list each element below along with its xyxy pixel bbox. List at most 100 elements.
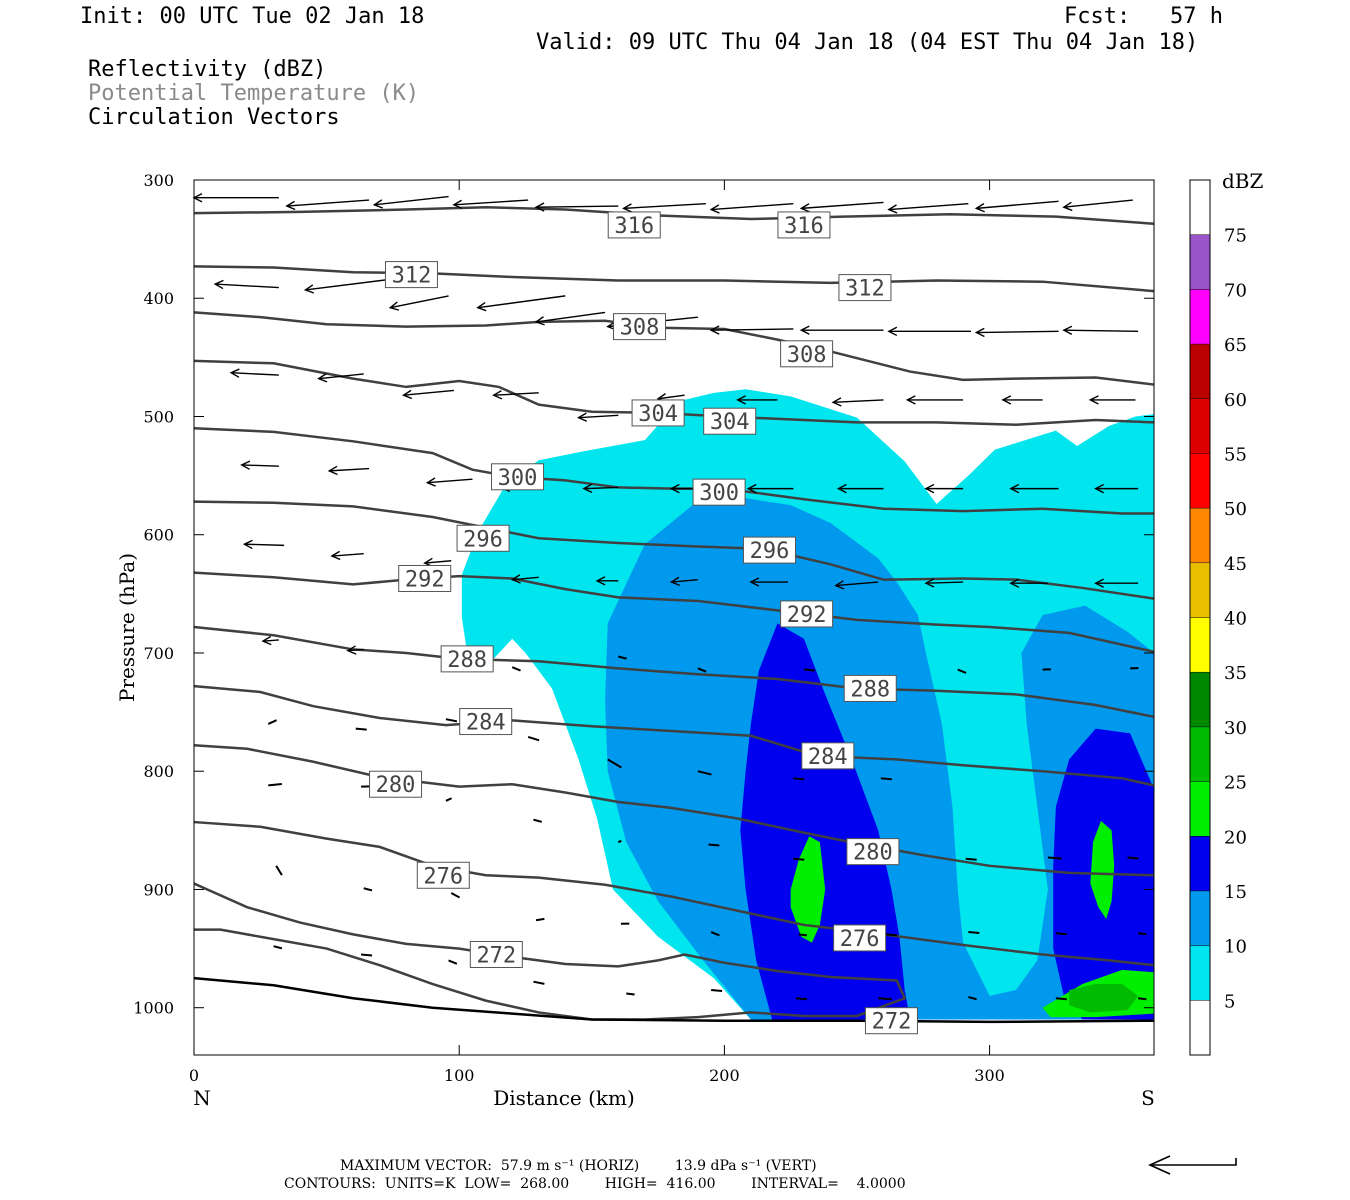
contour-label-box-284-1 xyxy=(801,742,855,770)
contour-label-292-0: 292 xyxy=(405,567,445,592)
circulation-vector-head-2 xyxy=(372,199,384,209)
theta-contour-272 xyxy=(193,882,907,1021)
circulation-vector-head-51 xyxy=(834,580,845,590)
contour-label-box-316-0 xyxy=(607,211,661,239)
weak-vector-21 xyxy=(450,892,461,899)
contour-label-300-0: 300 xyxy=(498,466,538,491)
weak-vector-42 xyxy=(618,655,627,660)
circulation-vector-46 xyxy=(424,560,452,564)
circulation-vector-20 xyxy=(976,330,1059,334)
weak-vector-34 xyxy=(626,992,635,996)
circulation-vector-56 xyxy=(347,648,364,652)
weak-vector-30 xyxy=(273,945,283,950)
colorbar-swatch-4 xyxy=(1190,781,1210,837)
contour-label-316-1: 316 xyxy=(784,214,824,239)
circulation-vector-10 xyxy=(1063,199,1133,208)
weak-vector-17 xyxy=(1047,856,1062,860)
circulation-vector-head-54 xyxy=(1094,578,1104,588)
contour-label-308-0: 308 xyxy=(620,316,660,341)
theta-contour-300 xyxy=(193,427,1154,515)
circulation-vector-head-29 xyxy=(831,397,842,407)
contour-label-box-296-1 xyxy=(742,536,796,564)
theta-contour-280 xyxy=(193,743,1155,877)
circulation-vector-14 xyxy=(477,295,566,309)
contour-label-box-312-1 xyxy=(838,274,892,302)
circulation-vector-head-9 xyxy=(974,203,985,213)
contour-label-box-308-1 xyxy=(780,340,834,368)
circulation-vector-head-28 xyxy=(736,395,746,405)
contour-label-box-308-0 xyxy=(613,313,667,341)
contour-info-text: CONTOURS: UNITS=K LOW= 268.00 HIGH= 416.… xyxy=(284,1176,906,1192)
weak-vector-27 xyxy=(968,931,980,935)
circulation-vector-21 xyxy=(1063,329,1139,333)
circulation-vector-23 xyxy=(318,373,364,380)
theta-contour-268 xyxy=(193,976,1155,1024)
circulation-vector-head-37 xyxy=(582,483,593,494)
colorbar-swatch-8 xyxy=(1190,562,1210,618)
theta-contour-276 xyxy=(193,820,1155,967)
contour-label-box-284-0 xyxy=(459,708,513,736)
colorbar-label-60: 60 xyxy=(1224,390,1247,411)
y-tick-label-5: 800 xyxy=(143,762,174,781)
circulation-vector-head-42 xyxy=(1009,483,1020,494)
circulation-vector-head-12 xyxy=(303,284,315,294)
circulation-vector-head-48 xyxy=(595,576,606,586)
max-vector-arrowhead xyxy=(1148,1155,1171,1175)
south-label: S xyxy=(1141,1086,1155,1110)
circulation-vector-head-47 xyxy=(510,574,521,584)
circulation-vector-25 xyxy=(493,392,539,396)
colorbar-swatch-5 xyxy=(1190,726,1210,782)
circulation-vector-head-52 xyxy=(924,578,935,588)
circulation-vector-head-8 xyxy=(887,204,898,214)
weak-vector-12 xyxy=(617,839,622,844)
theta-contour-308 xyxy=(193,311,1155,386)
colorbar-label-25: 25 xyxy=(1224,773,1247,794)
circulation-vector-24 xyxy=(403,389,454,396)
weak-vector-10 xyxy=(445,797,452,802)
y-tick-label-7: 1000 xyxy=(133,999,174,1018)
circulation-vector-head-13 xyxy=(388,301,400,311)
weak-vector-20 xyxy=(363,887,373,892)
weak-vector-2 xyxy=(445,718,458,723)
circulation-vector-33 xyxy=(241,464,279,467)
circulation-vector-head-7 xyxy=(799,203,810,213)
weak-vector-4 xyxy=(607,758,622,769)
circulation-vector-27 xyxy=(657,394,685,400)
axis-layer: 0 100 200 300 300 400 500 600 700 800 900 1000 Dista… xyxy=(115,171,1155,1110)
contour-label-308-1: 308 xyxy=(787,343,827,368)
circulation-vector-head-19 xyxy=(887,326,898,337)
circulation-vector-4 xyxy=(536,205,619,208)
contour-label-304-0: 304 xyxy=(638,402,678,427)
contour-label-276-0: 276 xyxy=(423,864,463,889)
circulation-vector-head-4 xyxy=(534,202,545,212)
weak-vector-32 xyxy=(448,959,458,965)
weak-vector-8 xyxy=(268,783,282,787)
contour-label-box-288-1 xyxy=(843,674,897,702)
weak-vector-19 xyxy=(275,865,283,876)
weak-vector-39 xyxy=(1055,997,1067,1001)
contour-label-box-272-1 xyxy=(864,1007,918,1035)
contour-label-296-0: 296 xyxy=(463,527,503,552)
north-label: N xyxy=(193,1086,211,1110)
colorbar-label-15: 15 xyxy=(1224,882,1247,903)
weak-vector-40 xyxy=(1137,997,1147,1001)
circulation-vector-37 xyxy=(583,486,619,490)
contour-label-box-288-0 xyxy=(440,645,494,673)
circulation-vector-13 xyxy=(390,295,449,309)
colorbar-swatch-9 xyxy=(1190,508,1210,563)
weak-vector-28 xyxy=(1055,932,1067,936)
circulation-vector-12 xyxy=(305,278,391,291)
circulation-vector-44 xyxy=(244,543,285,547)
circulation-vector-head-17 xyxy=(709,325,720,335)
colorbar-swatch-1 xyxy=(1190,945,1210,1001)
colorbar-swatch-0 xyxy=(1190,1000,1210,1055)
circulation-vector-head-56 xyxy=(346,645,357,655)
contour-label-box-292-1 xyxy=(780,600,834,628)
circulation-vector-head-18 xyxy=(799,325,810,335)
weak-vector-43 xyxy=(697,667,707,673)
circulation-vector-8 xyxy=(888,202,969,211)
x-axis-title: Distance (km) xyxy=(493,1086,635,1110)
maximum-vector-text: MAXIMUM VECTOR: 57.9 m s⁻¹ (HORIZ) 13.9 … xyxy=(340,1158,817,1174)
circulation-vector-head-15 xyxy=(534,316,545,326)
contour-label-288-0: 288 xyxy=(447,648,487,673)
